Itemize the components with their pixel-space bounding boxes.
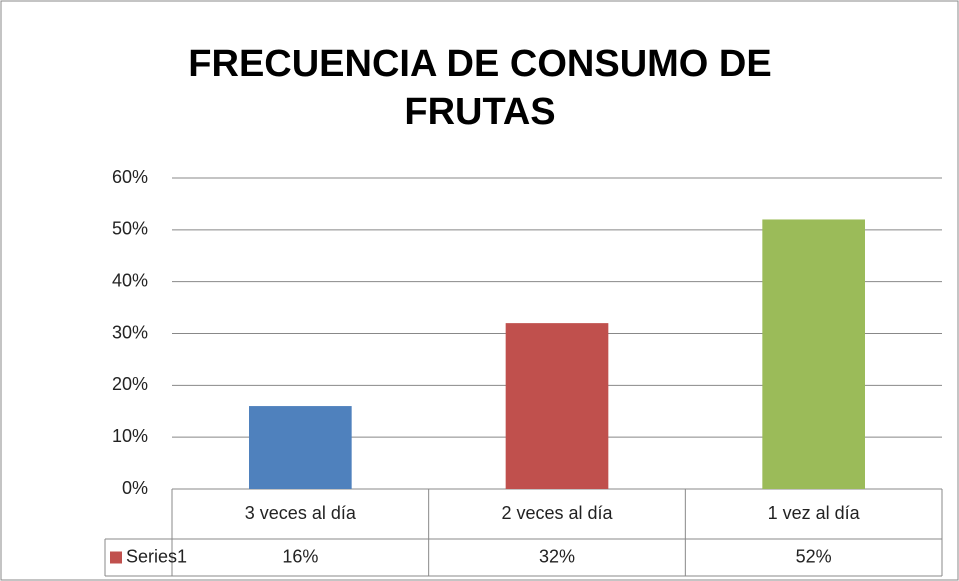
bar	[762, 219, 865, 489]
x-tick-label: 2 veces al día	[501, 503, 613, 523]
y-tick-label: 40%	[112, 270, 148, 290]
data-table-value: 52%	[796, 546, 832, 566]
y-tick-label: 50%	[112, 219, 148, 239]
y-tick-label: 0%	[122, 478, 148, 498]
x-tick-label: 3 veces al día	[245, 503, 357, 523]
data-table-value: 16%	[282, 546, 318, 566]
legend-label: Series1	[126, 546, 187, 566]
y-tick-label: 30%	[112, 322, 148, 342]
y-tick-label: 60%	[112, 167, 148, 187]
x-tick-label: 1 vez al día	[768, 503, 861, 523]
y-tick-label: 20%	[112, 374, 148, 394]
bar	[249, 406, 352, 489]
chart-title: FRECUENCIA DE CONSUMO DE FRUTAS	[188, 43, 772, 133]
y-tick-label: 10%	[112, 426, 148, 446]
bar	[505, 323, 609, 489]
legend-swatch	[110, 551, 122, 564]
data-table-value: 32%	[539, 546, 575, 566]
